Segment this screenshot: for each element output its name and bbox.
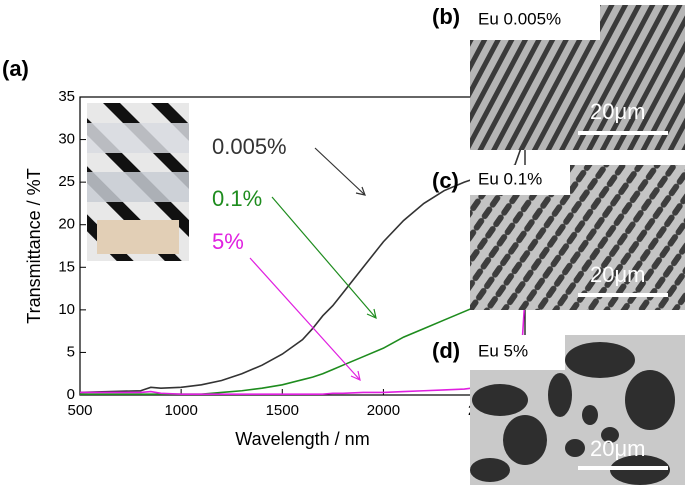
panel-label: (b) xyxy=(432,4,460,29)
y-tick-label: 30 xyxy=(58,131,75,148)
y-tick-label: 5 xyxy=(67,343,75,360)
inset-photo xyxy=(87,103,189,261)
micrograph xyxy=(470,335,685,485)
y-axis-label: Transmittance / %T xyxy=(24,168,44,323)
scale-label: 20μm xyxy=(590,262,645,287)
x-tick-label: 1500 xyxy=(266,402,299,419)
x-tick-label: 1000 xyxy=(164,402,197,419)
arrows xyxy=(249,147,377,382)
scale-label: 20μm xyxy=(590,99,645,124)
y-tick-label: 15 xyxy=(58,258,75,275)
panel-label: (a) xyxy=(2,56,29,81)
plot-area: 051015202530355001000150020002500Wavelen… xyxy=(24,88,526,449)
panel-label: (c) xyxy=(432,168,459,193)
y-tick-label: 35 xyxy=(58,88,75,105)
micrograph xyxy=(470,5,685,150)
micrograph-caption: Eu 0.1% xyxy=(478,169,542,188)
series-label: 5% xyxy=(212,229,244,254)
series-label: 0.005% xyxy=(212,134,287,159)
x-tick-label: 2000 xyxy=(367,402,400,419)
micrograph-caption: Eu 5% xyxy=(478,341,528,360)
series-label: 0.1% xyxy=(212,186,262,211)
micrograph-caption: Eu 0.005% xyxy=(478,9,561,28)
scale-label: 20μm xyxy=(590,436,645,461)
x-axis-label: Wavelength / nm xyxy=(235,429,369,449)
micrograph xyxy=(470,165,685,310)
y-tick-label: 20 xyxy=(58,216,75,233)
y-tick-label: 10 xyxy=(58,301,75,318)
y-tick-label: 0 xyxy=(67,386,75,403)
x-tick-label: 500 xyxy=(67,402,92,419)
y-tick-label: 25 xyxy=(58,173,75,190)
panel-label: (d) xyxy=(432,338,460,363)
